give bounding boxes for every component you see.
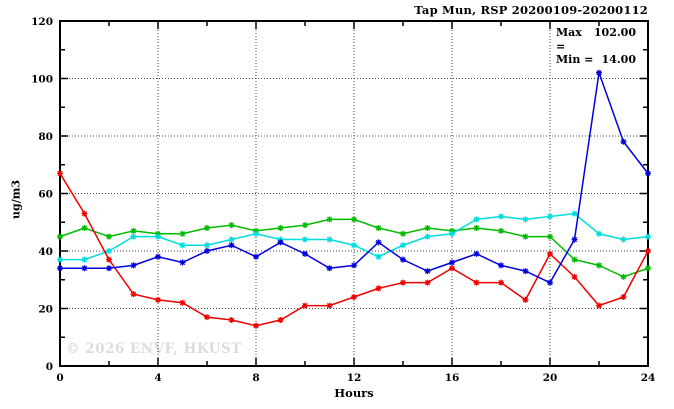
plot-frame bbox=[59, 20, 649, 367]
x-axis-label: Hours bbox=[334, 386, 374, 400]
y-tick-label: 40 bbox=[38, 246, 53, 258]
min-value: 14.00 bbox=[601, 53, 636, 66]
min-label: Min = bbox=[556, 53, 594, 66]
max-row: Max = 102.00 bbox=[556, 26, 636, 53]
y-tick-label: 20 bbox=[38, 304, 53, 316]
x-tick-label: 4 bbox=[154, 372, 161, 384]
blue-line-markers bbox=[57, 69, 651, 286]
chart-title: Tap Mun, RSP 20200109-20200112 bbox=[414, 3, 648, 17]
y-tick-label: 80 bbox=[38, 131, 53, 143]
x-tick-label: 16 bbox=[445, 372, 460, 384]
y-tick-label: 120 bbox=[31, 16, 53, 28]
red-line-markers bbox=[57, 170, 651, 329]
max-value: 102.00 bbox=[593, 26, 636, 39]
maxmin-annotation: Max = 102.00 Min = 14.00 bbox=[556, 26, 636, 67]
y-tick-label: 60 bbox=[38, 189, 53, 201]
x-tick-label: 8 bbox=[252, 372, 259, 384]
cyan-line-markers bbox=[57, 210, 651, 263]
x-tick-label: 20 bbox=[543, 372, 558, 384]
y-tick-label: 0 bbox=[46, 361, 53, 373]
x-tick-label: 12 bbox=[347, 372, 362, 384]
watermark: © 2026 ENVF, HKUST bbox=[66, 341, 242, 357]
y-axis-label: ug/m3 bbox=[9, 180, 23, 219]
min-row: Min = 14.00 bbox=[556, 53, 636, 67]
max-label: Max = bbox=[556, 26, 582, 53]
y-tick-label: 100 bbox=[31, 74, 53, 86]
x-tick-label: 24 bbox=[641, 372, 656, 384]
x-tick-label: 0 bbox=[56, 372, 63, 384]
